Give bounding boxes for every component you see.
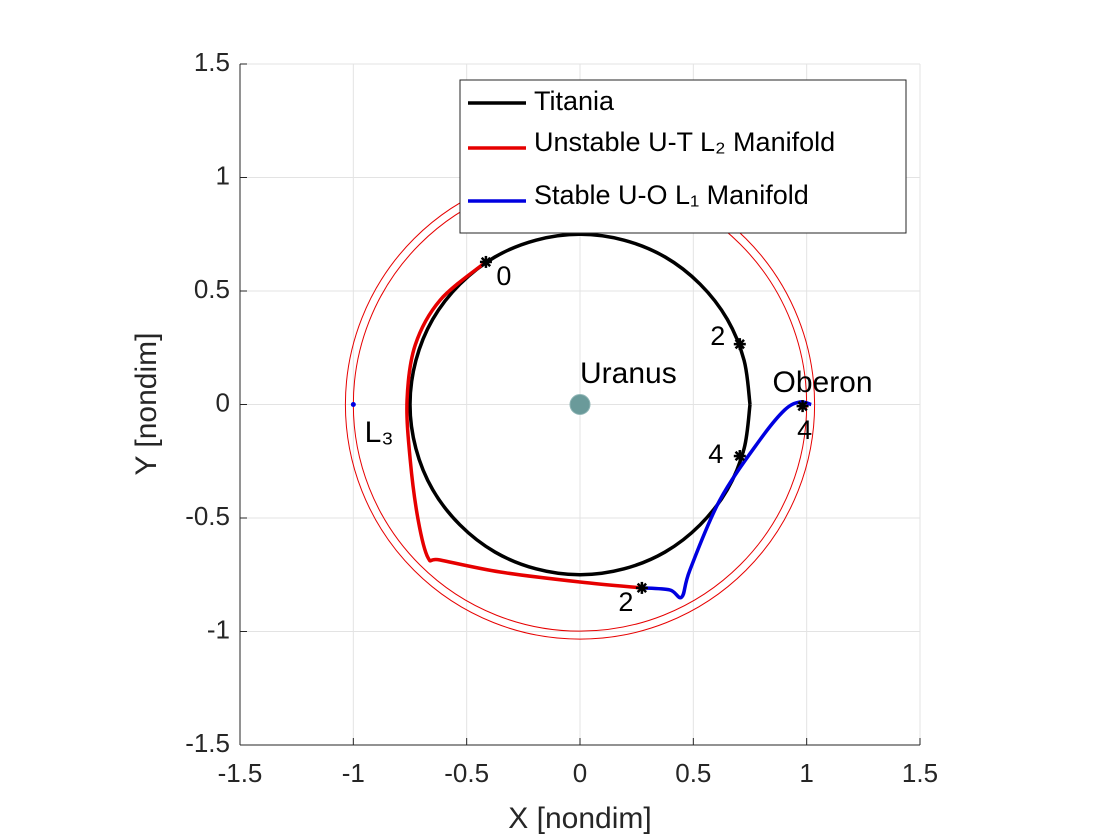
marker-label: 2 [710, 321, 725, 351]
x-tick-label: 1 [799, 758, 813, 788]
legend-label: Stable U-O L₁ Manifold [534, 180, 809, 210]
marker-stroke [480, 256, 492, 268]
marker [479, 255, 492, 268]
series-line [408, 232, 752, 577]
y-axis-label: Y [nondim] [130, 333, 163, 476]
x-tick-label: 0.5 [675, 758, 711, 788]
x-tick-label: 0 [573, 758, 587, 788]
y-tick-label: 1.5 [194, 47, 230, 77]
x-axis-label: X [nondim] [508, 802, 651, 835]
marker-label: 4 [708, 439, 723, 469]
marker-stroke [636, 582, 648, 594]
marker-stroke [734, 338, 745, 350]
point-label: L₃ [365, 416, 394, 449]
legend-label: Titania [534, 86, 615, 116]
x-tick-label: -1 [342, 758, 365, 788]
marker [796, 400, 809, 413]
series-line [405, 260, 643, 590]
x-tick-label: 1.5 [902, 758, 938, 788]
marker-label: 0 [496, 261, 511, 291]
y-tick-label: -0.5 [185, 501, 230, 531]
point [350, 402, 356, 407]
marker-stroke [734, 450, 745, 462]
y-tick-label: 0 [216, 387, 230, 417]
y-tick-label: 1 [216, 160, 230, 190]
y-tick-label: -1.5 [185, 728, 230, 758]
marker-stroke [797, 400, 808, 412]
marker [635, 581, 648, 594]
y-tick-label: 0.5 [194, 274, 230, 304]
y-tick-label: -1 [207, 614, 230, 644]
legend-box [459, 79, 907, 234]
x-tick-label: -1.5 [218, 758, 263, 788]
annotation: Oberon [772, 366, 872, 399]
point-label: Uranus [580, 357, 677, 390]
x-tick-label: -0.5 [444, 758, 489, 788]
series-line [641, 400, 812, 600]
marker-label: 4 [797, 415, 812, 445]
marker [733, 450, 746, 463]
legend-label: Unstable U-T L₂ Manifold [534, 127, 835, 157]
point [569, 394, 591, 415]
marker [733, 338, 746, 351]
marker-label: 2 [618, 587, 633, 617]
